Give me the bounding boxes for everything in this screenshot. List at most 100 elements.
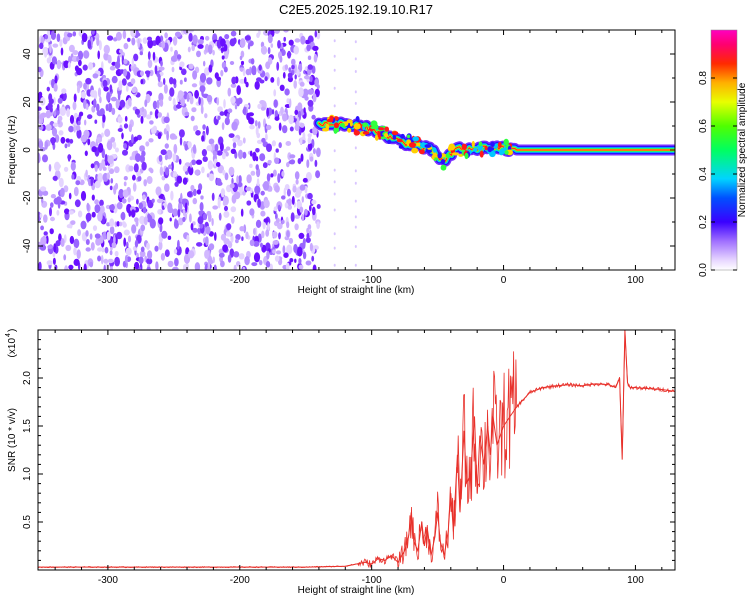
noise-blob [298, 258, 302, 265]
noise-blob [57, 97, 63, 104]
noise-blob [104, 128, 111, 137]
noise-blob [267, 222, 270, 231]
noise-blob [90, 89, 96, 98]
noise-blob [227, 87, 232, 97]
noise-blob [58, 233, 62, 242]
ridge-blob [461, 143, 467, 150]
noise-blob [312, 206, 316, 216]
noise-blob [127, 197, 131, 203]
noise-blob [298, 232, 305, 239]
noise-blob [128, 123, 132, 133]
x-tick-label: 0 [501, 575, 507, 586]
noise-blob [152, 100, 158, 110]
noise-blob [49, 228, 54, 235]
noise-blob [307, 99, 314, 107]
noise-blob [220, 69, 224, 77]
noise-blob [260, 190, 265, 196]
noise-blob [287, 50, 292, 59]
noise-blob [215, 162, 221, 167]
noise-blob [165, 167, 170, 176]
noise-blob [160, 253, 165, 261]
noise-trace [333, 68, 336, 72]
noise-blob [148, 138, 154, 143]
noise-blob [128, 165, 134, 172]
noise-blob [183, 30, 190, 35]
noise-blob [85, 212, 92, 222]
ridge-blob [448, 143, 456, 151]
snr-series-noise [38, 334, 675, 569]
noise-blob [254, 120, 258, 127]
x-tick-label: 100 [627, 275, 644, 286]
noise-blob [288, 67, 292, 73]
noise-blob [143, 179, 147, 187]
noise-blob [182, 165, 188, 172]
noise-blob [284, 184, 290, 191]
noise-blob [44, 34, 49, 40]
noise-blob [84, 119, 87, 126]
colorbar-tick-label: 0.8 [698, 71, 709, 85]
noise-blob [66, 108, 70, 118]
noise-blob [263, 218, 269, 223]
noise-blob [216, 97, 220, 106]
noise-blob [307, 192, 313, 200]
noise-blob [306, 232, 310, 240]
noise-blob [98, 142, 104, 153]
noise-blob [58, 130, 64, 136]
noise-blob [249, 208, 255, 216]
noise-blob [274, 116, 280, 121]
ridge-blob [406, 134, 411, 139]
noise-blob [225, 146, 231, 151]
ridge-blob [384, 132, 389, 138]
noise-blob [63, 166, 69, 172]
ridge-blob [489, 150, 496, 158]
noise-blob [297, 246, 303, 257]
noise-blob [126, 241, 129, 248]
noise-blob [262, 162, 268, 169]
noise-blob [175, 104, 182, 109]
noise-blob [149, 69, 154, 77]
noise-blob [200, 105, 204, 115]
noise-trace [333, 39, 336, 43]
noise-blob [140, 79, 144, 85]
noise-blob [60, 47, 64, 56]
noise-blob [110, 266, 113, 270]
noise-blob [195, 130, 201, 136]
noise-blob [229, 38, 236, 47]
noise-blob [233, 264, 237, 270]
noise-blob [177, 239, 180, 250]
noise-blob [39, 212, 43, 219]
noise-blob [245, 186, 252, 192]
noise-blob [91, 211, 96, 218]
noise-blob [67, 61, 71, 69]
ridge-blob [478, 141, 483, 147]
noise-blob [42, 190, 49, 196]
noise-blob [147, 250, 153, 260]
noise-blob [246, 174, 252, 184]
noise-blob [99, 199, 104, 207]
noise-blob [54, 75, 58, 84]
noise-blob [255, 164, 259, 171]
noise-blob [172, 98, 176, 107]
noise-blob [286, 230, 290, 238]
noise-blob [68, 264, 74, 270]
ridge-blob [500, 150, 505, 155]
noise-blob [90, 242, 95, 251]
noise-blob [307, 64, 313, 70]
noise-blob [179, 91, 185, 97]
noise-blob [227, 108, 233, 113]
noise-blob [223, 99, 226, 109]
noise-blob [68, 192, 72, 200]
noise-blob [85, 230, 89, 237]
noise-blob [287, 198, 292, 207]
noise-blob [109, 250, 113, 256]
ridge-blob [340, 122, 345, 128]
noise-blob [151, 198, 155, 203]
noise-blob [38, 140, 44, 149]
noise-blob [231, 76, 237, 85]
noise-blob [282, 245, 286, 254]
noise-blob [216, 76, 221, 82]
noise-blob [67, 32, 73, 38]
noise-blob [224, 117, 230, 126]
noise-blob [147, 51, 151, 60]
noise-blob [41, 235, 47, 246]
